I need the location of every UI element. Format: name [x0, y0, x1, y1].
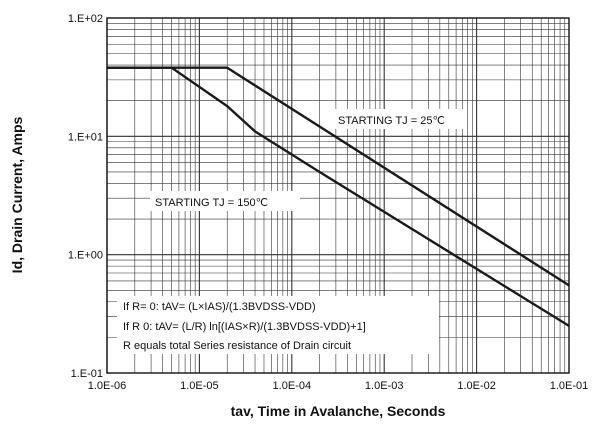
label-25c-bg	[331, 109, 467, 129]
y-tick-label: 1.E+01	[68, 131, 103, 143]
formula-line-3: R equals total Series resistance of Drai…	[123, 340, 351, 352]
series-lines	[107, 66, 570, 327]
formula-line-1: If R= 0: tAV= (L×IAS)/(1.3BVDSS-VDD)	[123, 301, 316, 313]
x-tick-label: 1.0E-03	[365, 380, 404, 392]
x-tick-label: 1.0E-04	[273, 380, 312, 392]
formula-line-2: If R 0: tAV= (L/R) ln[(IAS×R)/(1.3BVDSS-…	[123, 321, 366, 333]
y-tick-label: 1.E+00	[68, 250, 103, 262]
tick-labels: 1.0E-06 1.0E-05 1.0E-04 1.0E-03 1.0E-02 1.0E-…	[68, 13, 588, 392]
y-axis-title: Id, Drain Current, Amps	[9, 116, 25, 273]
series-label-150c: STARTING TJ = 150℃	[155, 197, 268, 209]
series-line-1	[107, 66, 570, 327]
formula-box	[117, 296, 439, 354]
x-tick-label: 1.0E-02	[457, 380, 496, 392]
plot-frame	[106, 17, 570, 374]
x-axis-title: tav, Time in Avalanche, Seconds	[231, 403, 446, 419]
y-tick-label: 1.E-01	[71, 368, 103, 380]
y-tick-label: 1.E+02	[68, 13, 103, 25]
x-tick-label: 1.0E-01	[550, 380, 589, 392]
series-label-25c: STARTING TJ = 25℃	[338, 115, 445, 127]
x-tick-label: 1.0E-06	[88, 380, 127, 392]
label-150c-bg	[150, 191, 300, 211]
x-tick-label: 1.0E-05	[180, 380, 219, 392]
